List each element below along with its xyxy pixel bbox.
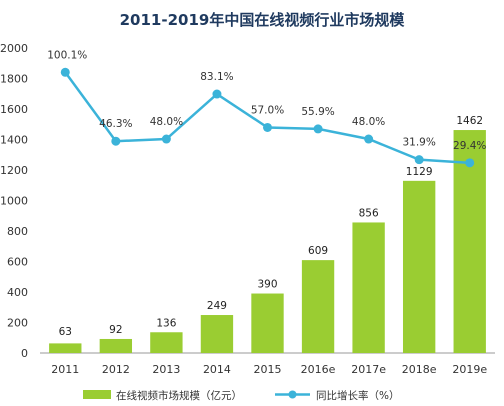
bar-value-label: 609	[308, 245, 328, 257]
growth-rate-label: 55.9%	[301, 106, 334, 118]
bar-value-label: 856	[359, 207, 379, 219]
growth-rate-label: 57.0%	[251, 104, 284, 116]
x-tick-label: 2011	[51, 363, 79, 376]
bar	[352, 222, 385, 353]
growth-rate-label: 29.4%	[453, 140, 486, 152]
y-tick-label: 800	[7, 225, 28, 238]
legend-swatch-bar	[83, 390, 111, 399]
y-tick-label: 2000	[0, 42, 28, 55]
legend-swatch-point	[288, 390, 297, 399]
bar	[301, 260, 335, 353]
bar-value-label: 92	[109, 324, 122, 336]
growth-rate-label: 48.0%	[352, 116, 385, 128]
bar	[251, 293, 284, 353]
x-tick-label: 2014	[203, 363, 231, 376]
x-tick-label: 2018e	[402, 363, 437, 376]
growth-rate-label: 83.1%	[200, 71, 233, 83]
growth-rate-point	[414, 155, 424, 165]
bar-value-label: 1129	[406, 166, 433, 178]
y-tick-label: 1000	[0, 195, 28, 208]
growth-rate-point	[60, 67, 70, 77]
y-tick-label: 0	[21, 347, 28, 360]
x-tick-label: 2016e	[301, 363, 336, 376]
bar-value-label: 249	[207, 300, 227, 312]
growth-rate-point	[111, 136, 121, 146]
y-tick-label: 600	[7, 256, 28, 269]
bar	[150, 332, 183, 353]
growth-rate-point	[313, 124, 323, 134]
x-tick-label: 2019e	[452, 363, 487, 376]
bar	[200, 315, 234, 353]
growth-rate-label: 48.0%	[150, 116, 183, 128]
legend-label-bar: 在线视频市场规模（亿元）	[116, 389, 242, 402]
growth-rate-label: 46.3%	[99, 118, 132, 130]
y-tick-label: 1200	[0, 164, 28, 177]
growth-rate-point	[263, 122, 272, 132]
bar	[99, 338, 133, 353]
bar-value-label: 63	[59, 326, 72, 338]
x-tick-label: 2012	[102, 363, 130, 376]
growth-rate-point	[465, 158, 475, 168]
growth-rate-label: 31.9%	[402, 137, 435, 149]
bar-value-label: 1462	[456, 115, 483, 127]
y-tick-label: 1600	[0, 103, 28, 116]
growth-rate-point	[364, 134, 374, 144]
bar	[402, 180, 436, 353]
growth-rate-point	[212, 89, 222, 99]
bar	[49, 343, 82, 353]
y-tick-label: 200	[7, 317, 28, 330]
y-tick-label: 1400	[0, 134, 28, 147]
y-tick-label: 400	[7, 286, 28, 299]
bar-value-label: 136	[156, 317, 176, 329]
y-tick-label: 1800	[0, 73, 28, 86]
chart-title: 2011-2019年中国在线视频行业市场规模	[120, 11, 406, 29]
x-tick-label: 2017e	[351, 363, 386, 376]
growth-rate-point	[161, 134, 171, 144]
x-tick-label: 2015	[254, 363, 282, 376]
legend-label-line: 同比增长率（%）	[316, 389, 399, 402]
x-tick-label: 2013	[152, 363, 180, 376]
growth-rate-label: 100.1%	[47, 49, 87, 61]
bar-value-label: 390	[257, 279, 277, 291]
